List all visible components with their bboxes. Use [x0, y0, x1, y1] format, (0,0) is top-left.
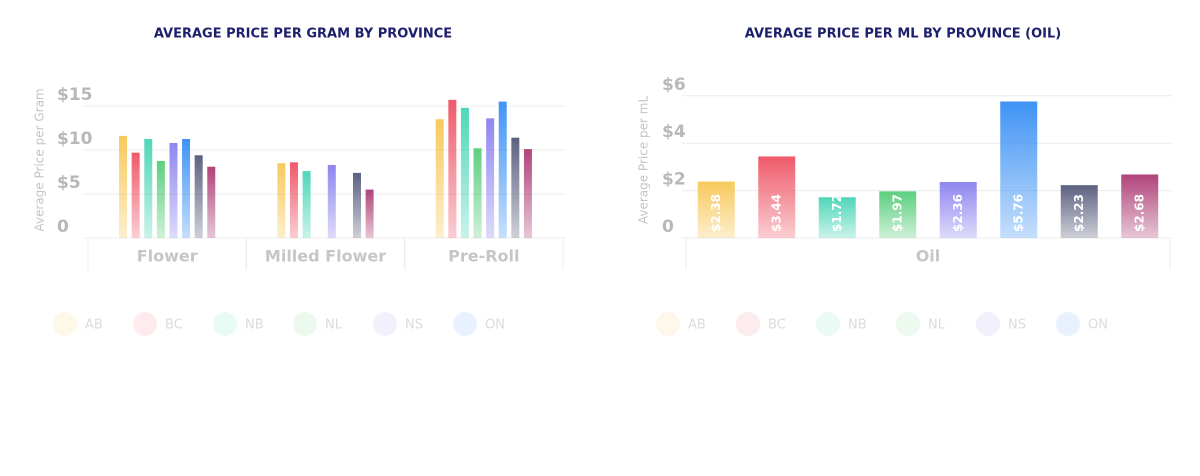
- bar: [448, 99, 457, 238]
- legend-swatch: [976, 312, 1000, 336]
- bar: [194, 155, 203, 238]
- legend-swatch: [816, 312, 840, 336]
- bar: [697, 181, 735, 238]
- value-label: $1.72: [830, 194, 844, 232]
- value-label: $5.76: [1011, 194, 1025, 232]
- bar: [1000, 101, 1038, 238]
- legend-swatch: [896, 312, 920, 336]
- bar: [302, 171, 311, 238]
- bar: [435, 119, 444, 238]
- x-tick-label: Oil: [916, 247, 941, 266]
- legend-label: NB: [848, 318, 867, 333]
- legend-label: NL: [325, 318, 343, 333]
- bar: [144, 139, 153, 238]
- chart-title: AVERAGE PRICE PER GRAM BY PROVINCE: [154, 27, 452, 42]
- value-label: $2.68: [1132, 194, 1146, 232]
- x-tick-label: Milled Flower: [265, 247, 386, 266]
- bar: [1060, 185, 1098, 238]
- bar: [353, 172, 361, 238]
- bar: [290, 162, 298, 238]
- value-label: $2.38: [709, 194, 723, 232]
- y-tick-label: 0: [57, 217, 69, 237]
- legend-label: NB: [245, 318, 264, 333]
- legend-label: AB: [688, 318, 706, 333]
- legend-swatch: [53, 312, 77, 336]
- legend-label: NS: [405, 318, 423, 333]
- y-tick-label: $15: [57, 85, 93, 105]
- bar: [119, 135, 128, 238]
- legend-swatch: [373, 312, 397, 336]
- bar: [169, 142, 178, 238]
- y-tick-label: $2: [662, 170, 686, 190]
- bar: [327, 164, 336, 238]
- bar: [939, 182, 977, 238]
- legend-swatch: [736, 312, 760, 336]
- y-tick-label: 0: [662, 217, 674, 237]
- y-tick-label: $4: [662, 122, 686, 142]
- legend-swatch: [133, 312, 157, 336]
- bar: [818, 197, 856, 238]
- bar: [182, 139, 191, 238]
- legend-swatch: [1056, 312, 1080, 336]
- y-axis-title: Average Price per mL: [637, 96, 651, 225]
- bar: [277, 163, 286, 238]
- value-label: $2.36: [951, 194, 965, 232]
- legend-swatch: [453, 312, 477, 336]
- bar: [879, 191, 917, 238]
- legend-label: AB: [85, 318, 103, 333]
- legend-swatch: [293, 312, 317, 336]
- legend-swatch: [213, 312, 237, 336]
- value-label: $2.23: [1072, 194, 1086, 232]
- legend-label: BC: [165, 318, 183, 333]
- legend-swatch: [656, 312, 680, 336]
- bar: [498, 101, 507, 238]
- y-tick-label: $5: [57, 173, 81, 193]
- chart-title: AVERAGE PRICE PER ML BY PROVINCE (OIL): [745, 27, 1061, 42]
- bar: [486, 118, 495, 238]
- bar: [207, 166, 216, 238]
- y-tick-label: $6: [662, 75, 686, 95]
- x-tick-label: Flower: [137, 247, 198, 266]
- legend-label: NS: [1008, 318, 1026, 333]
- bar: [473, 148, 482, 238]
- bar: [131, 152, 140, 238]
- bar: [156, 161, 165, 238]
- bar: [511, 137, 520, 238]
- x-tick-label: Pre-Roll: [448, 247, 519, 266]
- legend-label: ON: [1088, 318, 1108, 333]
- bar: [460, 107, 469, 238]
- bar: [365, 189, 374, 238]
- value-label: $1.97: [890, 194, 904, 232]
- legend-label: ON: [485, 318, 505, 333]
- y-tick-label: $10: [57, 129, 93, 149]
- bar: [523, 149, 532, 238]
- y-axis-title: Average Price per Gram: [33, 88, 47, 231]
- legend-label: NL: [928, 318, 946, 333]
- bar: [1121, 174, 1159, 238]
- legend-label: BC: [768, 318, 786, 333]
- value-label: $3.44: [769, 194, 783, 232]
- bar: [758, 156, 796, 238]
